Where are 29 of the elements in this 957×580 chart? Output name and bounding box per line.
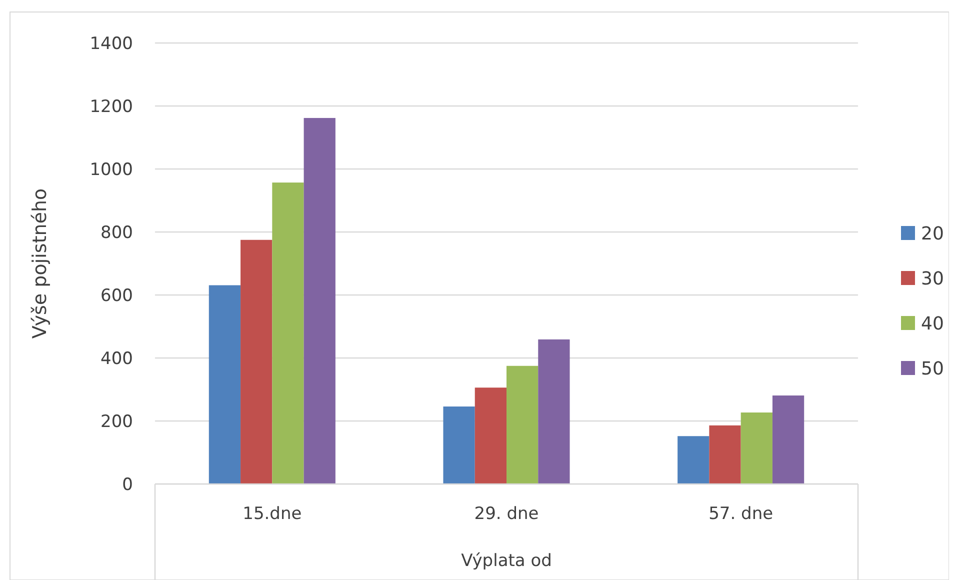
bar: [208, 285, 241, 484]
bar: [678, 436, 710, 484]
y-axis-title: Výše pojistného: [29, 188, 51, 339]
x-tick-label: 29. dne: [474, 504, 539, 524]
x-tick-label: 57. dne: [708, 504, 774, 524]
y-tick-label: 1400: [90, 34, 133, 54]
y-tick-label: 0: [122, 474, 133, 495]
bar: [538, 339, 570, 484]
bar: [304, 118, 336, 484]
bar: [443, 406, 475, 484]
legend-label: 40: [921, 313, 944, 334]
legend-label: 20: [921, 223, 944, 244]
y-tick-label: 1000: [90, 160, 133, 180]
y-tick-label: 400: [100, 348, 133, 369]
bar: [709, 425, 741, 484]
bar: [474, 388, 506, 484]
legend-label: 50: [921, 358, 944, 380]
y-tick-label: 600: [100, 286, 133, 306]
bar: [506, 366, 538, 484]
bar: [272, 182, 304, 484]
y-tick-label: 800: [100, 222, 133, 243]
bar: [740, 412, 772, 484]
x-axis-title: Výplata od: [461, 551, 552, 571]
bar: [240, 240, 272, 484]
x-tick-label: 15.dne: [242, 504, 302, 524]
bar: [772, 395, 804, 484]
y-tick-label: 200: [100, 412, 133, 432]
legend-label: 30: [921, 268, 944, 290]
y-tick-label: 1200: [90, 96, 133, 117]
